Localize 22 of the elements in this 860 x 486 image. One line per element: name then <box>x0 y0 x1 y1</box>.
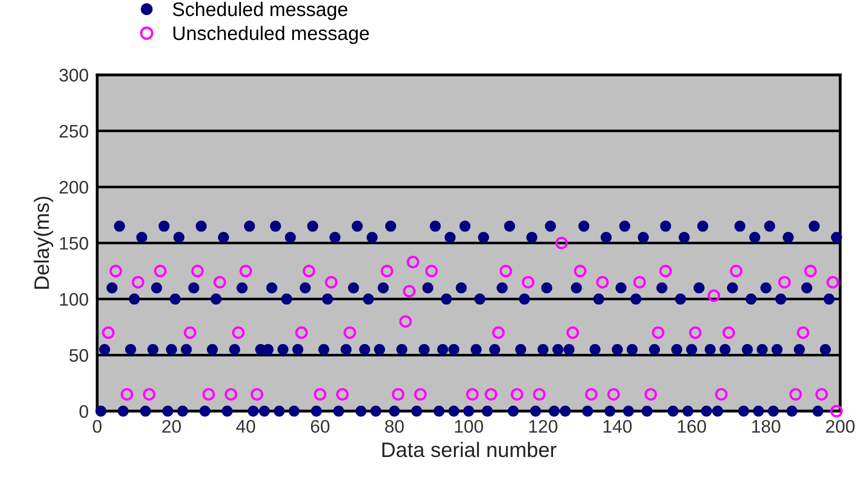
y-tick-label: 200 <box>60 180 88 194</box>
x-tick-label: 60 <box>310 420 330 433</box>
y-axis-title: Delay(ms) <box>34 196 54 289</box>
x-tick-label: 180 <box>752 420 780 433</box>
x-tick-label: 200 <box>826 420 855 433</box>
x-tick-label: 140 <box>604 420 632 433</box>
y-tick-label: 100 <box>60 292 88 306</box>
legend-label: Scheduled message <box>172 2 348 20</box>
x-tick-label: 160 <box>678 420 706 433</box>
y-tick-label: 50 <box>69 349 88 362</box>
x-axis-title: Data serial number <box>382 442 556 458</box>
y-tick-label: 250 <box>60 124 88 138</box>
x-tick-label: 0 <box>92 420 102 433</box>
y-tick-label: 300 <box>59 68 88 82</box>
y-tick-label: 150 <box>60 236 88 250</box>
x-tick-label: 20 <box>162 420 181 433</box>
legend-label: Unscheduled message <box>173 26 369 44</box>
x-tick-label: 40 <box>236 420 256 433</box>
x-tick-label: 100 <box>455 420 484 433</box>
x-tick-label: 120 <box>529 420 558 433</box>
x-tick-label: 80 <box>385 420 404 433</box>
y-tick-label: 0 <box>80 405 88 418</box>
